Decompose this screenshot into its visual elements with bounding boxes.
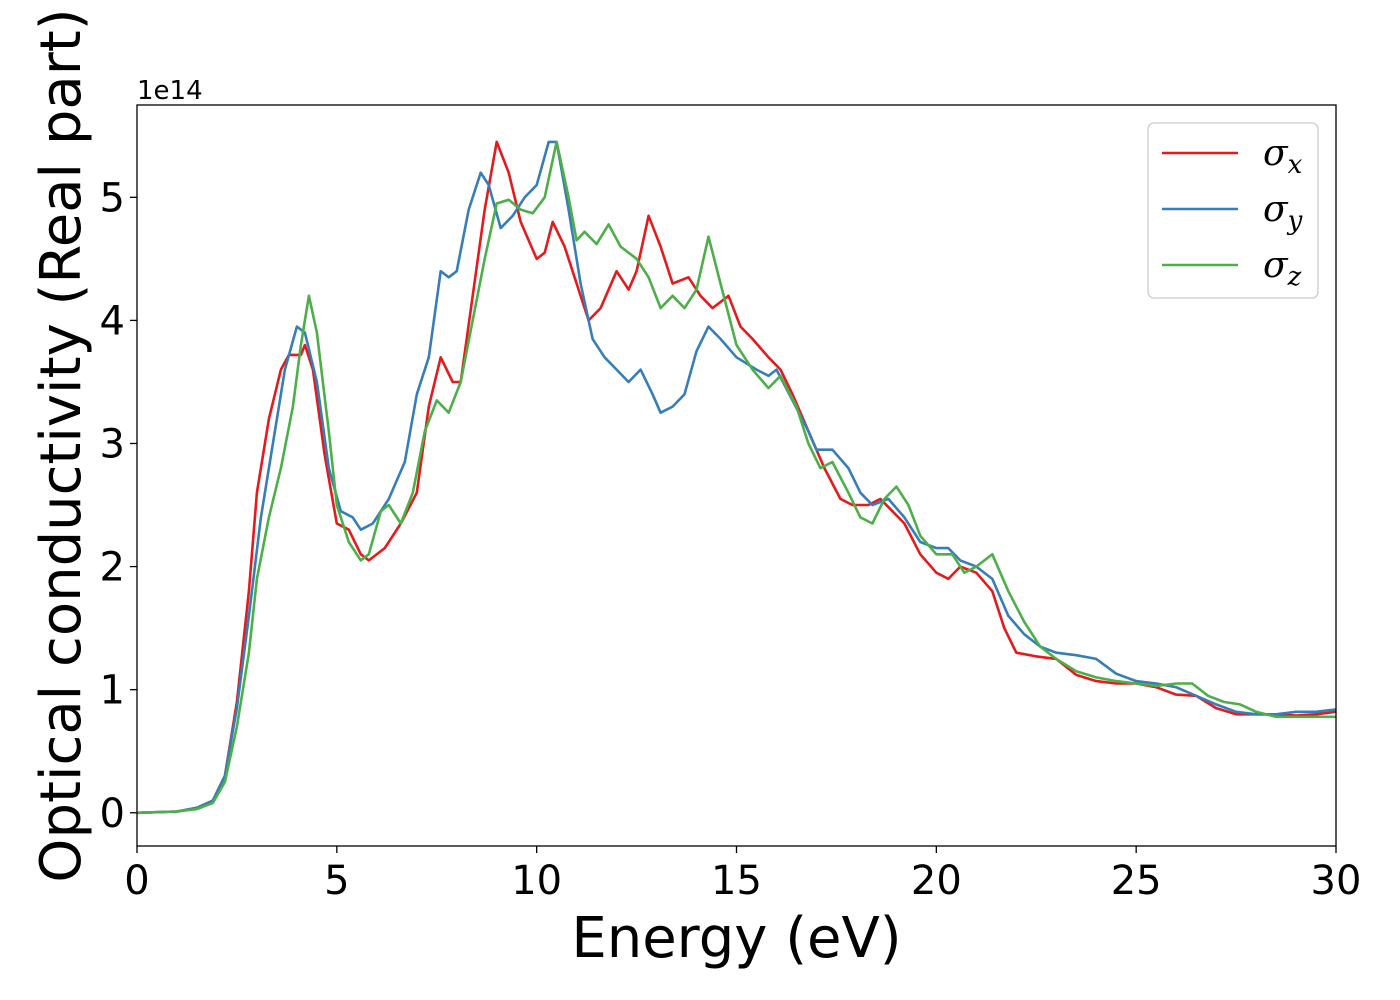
legend-label-x: σx (1263, 133, 1303, 180)
legend-label-y: σy (1263, 189, 1303, 236)
y-tick-label: 2 (100, 545, 125, 591)
legend-frame (1147, 122, 1319, 299)
legend-label-z: σz (1263, 245, 1302, 292)
y-tick-label: 5 (100, 175, 125, 221)
legend: σx σy σz (1147, 122, 1319, 299)
x-axis-label: Energy (eV) (571, 906, 901, 971)
y-axis-label: Optical conductivity (Real part) (29, 8, 94, 882)
y-offset-label: 1e14 (137, 76, 203, 106)
y-tick-label: 0 (100, 791, 125, 837)
x-tick-label: 25 (1111, 858, 1162, 904)
axis-ticks: 0 5 10 15 20 25 30 0 1 2 3 4 5 (100, 175, 1362, 904)
x-tick-label: 15 (711, 858, 762, 904)
series-lines (137, 140, 1336, 815)
series-line-z (137, 140, 1336, 815)
x-tick-label: 5 (324, 858, 349, 904)
x-tick-label: 20 (911, 858, 962, 904)
x-tick-label: 10 (511, 858, 562, 904)
x-tick-label: 30 (1311, 858, 1362, 904)
series-line-y (137, 140, 1336, 815)
x-tick-label: 0 (124, 858, 149, 904)
y-tick-label: 4 (100, 298, 125, 344)
y-tick-label: 1 (100, 668, 125, 714)
y-tick-label: 3 (100, 421, 125, 467)
